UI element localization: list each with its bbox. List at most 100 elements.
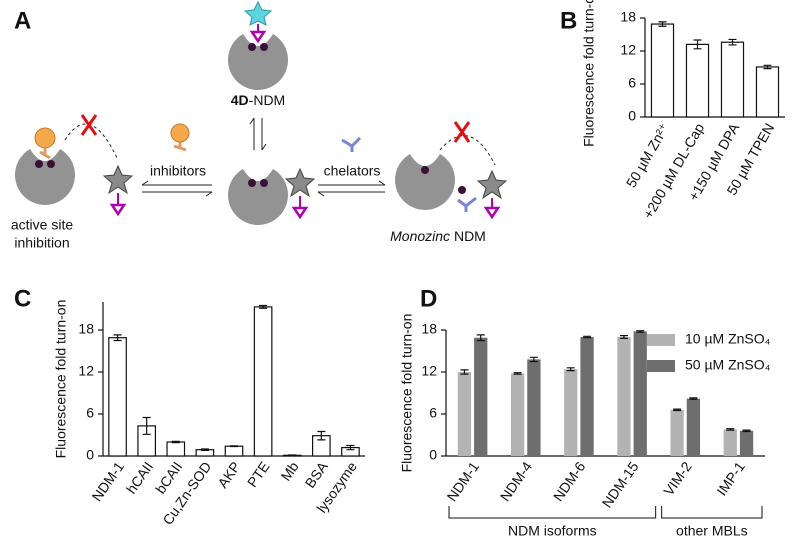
enzyme — [395, 154, 455, 210]
x-tick-label: AKP — [214, 459, 243, 491]
y-tick-label: 12 — [78, 363, 94, 379]
legend-label: 10 µM ZnSO₄ — [685, 331, 771, 347]
probe-star — [285, 168, 315, 197]
error-bar — [583, 335, 592, 339]
group-label: other MBLs — [676, 523, 748, 539]
inhibitor — [39, 148, 51, 160]
bar — [685, 43, 710, 118]
error-bar — [566, 367, 575, 372]
caption: active site — [11, 217, 73, 233]
zinc — [248, 179, 256, 187]
panel-label: C — [14, 285, 31, 312]
zinc — [458, 186, 466, 194]
bar — [253, 306, 273, 457]
x-tick-label: hCAII — [123, 459, 156, 497]
zinc — [421, 166, 429, 174]
y-tick-label: 18 — [78, 321, 94, 337]
error-bar — [658, 21, 667, 27]
label-part: NDM — [450, 228, 486, 244]
error-bar — [728, 38, 737, 46]
error-bar — [346, 444, 355, 451]
enzyme — [15, 149, 75, 205]
error-bar — [689, 397, 698, 400]
caption: inhibition — [14, 235, 69, 251]
bar — [166, 441, 186, 457]
error-bar — [673, 408, 682, 412]
bar — [564, 369, 578, 456]
y-tick-label: 0 — [628, 108, 636, 124]
caption: Monozinc NDM — [390, 228, 486, 244]
label-part: -NDM — [249, 92, 286, 108]
bar — [686, 398, 701, 456]
bar — [108, 337, 127, 457]
probe-tag — [292, 206, 308, 219]
error-bar — [460, 369, 469, 375]
y-tick-label: 18 — [421, 321, 437, 337]
probe-star — [477, 170, 507, 199]
bar — [670, 409, 684, 456]
x-tick-label: NDM-1 — [444, 459, 483, 505]
blocked-arrow — [439, 135, 496, 166]
bar — [720, 41, 745, 118]
chelator — [457, 196, 477, 212]
bar — [527, 359, 541, 456]
arrow-head — [205, 191, 213, 197]
error-bar — [726, 428, 735, 431]
y-tick-label: 6 — [429, 405, 437, 421]
product-label: 4D-NDM — [231, 92, 285, 108]
probe-tag — [484, 206, 500, 219]
group-bracket — [661, 506, 763, 519]
x-tick-label: NDM-6 — [550, 459, 589, 505]
y-axis-label: Fluorescence fold turn-on — [399, 314, 415, 473]
arrow-head — [378, 180, 386, 186]
error-bar — [113, 334, 122, 342]
zinc — [248, 43, 256, 51]
bar — [474, 337, 488, 456]
panel-label: D — [420, 285, 437, 312]
x-tick-label: NDM-4 — [497, 459, 536, 505]
x-tick-label: VIM-2 — [660, 458, 695, 498]
bar — [650, 23, 675, 118]
error-bar — [619, 335, 628, 339]
y-tick-label: 6 — [86, 405, 94, 421]
arrow-head — [249, 117, 255, 125]
probe-star — [103, 165, 133, 194]
legend-label: 50 µM ZnSO₄ — [685, 357, 771, 373]
error-bar — [742, 429, 751, 433]
panel-label: B — [560, 7, 577, 34]
inhibitor — [34, 127, 56, 149]
arrow-label: chelators — [324, 163, 381, 179]
bar — [755, 66, 780, 118]
bar — [224, 445, 244, 457]
enzyme — [228, 169, 288, 225]
error-bar — [529, 356, 538, 363]
y-axis-label: Fluorescence fold turn-on — [581, 0, 597, 147]
probe-tag — [250, 30, 266, 43]
y-tick-label: 6 — [628, 75, 636, 91]
legend-swatch — [647, 334, 675, 346]
y-tick-label: 12 — [620, 42, 636, 58]
x-tick-label: IMP-1 — [713, 458, 748, 498]
bar — [510, 373, 525, 456]
arrow-head — [317, 191, 325, 197]
error-bar — [200, 448, 209, 451]
error-bar — [230, 445, 238, 448]
y-tick-label: 0 — [429, 447, 437, 463]
chelator — [341, 136, 362, 152]
error-bar — [763, 64, 772, 70]
zinc — [47, 160, 55, 168]
cross — [453, 121, 471, 143]
inhibitor — [173, 142, 187, 152]
bar — [633, 331, 647, 456]
zinc — [260, 179, 268, 187]
bar — [617, 337, 631, 456]
label-part: 4D — [231, 92, 249, 108]
probe-star — [243, 0, 273, 26]
group-bracket — [448, 506, 657, 519]
error-bar — [317, 430, 326, 441]
arrow-head — [141, 180, 149, 186]
x-tick-label: NDM-15 — [599, 458, 642, 510]
arrow-head — [261, 143, 267, 151]
x-tick-label: NDM-1 — [89, 459, 128, 505]
